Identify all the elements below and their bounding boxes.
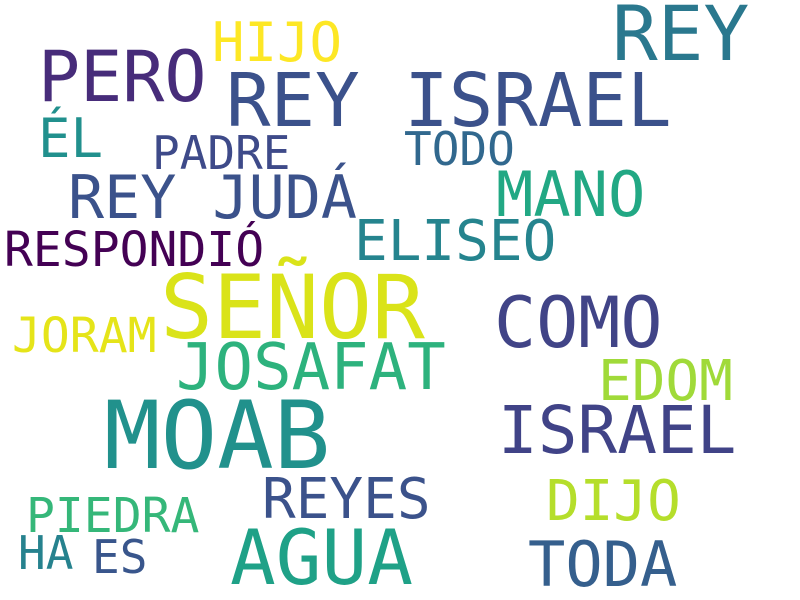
word-todo: TODO (404, 122, 515, 176)
word-eliseo: ELISEO (354, 209, 557, 274)
word-reyes: REYES (262, 467, 431, 532)
word-piedra: PIEDRA (26, 488, 200, 544)
word-agua: AGUA (230, 513, 414, 600)
word-senor: SEÑOR (160, 256, 425, 359)
word-como: COMO (494, 282, 663, 364)
word-josafat: JOSAFAT (176, 331, 446, 405)
word-israel: ISRAEL (498, 392, 737, 469)
word-moab: MOAB (104, 382, 331, 491)
word-ha: HA (18, 526, 74, 580)
word-pero: PERO (38, 36, 207, 118)
word-toda: TODA (528, 528, 678, 600)
word-rey-juda: REY JUDÁ (68, 163, 357, 233)
word-padre: PADRE (152, 126, 291, 180)
word-hijo: HIJO (212, 11, 343, 74)
word-mano: MANO (496, 158, 646, 231)
word-joram: JORAM (12, 308, 157, 364)
word-dijo: DIJO (546, 469, 681, 534)
word-edom: EDOM (598, 349, 733, 414)
word-el: ÉL (38, 107, 104, 170)
word-rey: REY (612, 0, 750, 78)
word-respondio: RESPONDIÓ (4, 222, 265, 278)
word-es: ES (92, 530, 148, 584)
word-rey-israel: REY ISRAEL (226, 58, 672, 144)
